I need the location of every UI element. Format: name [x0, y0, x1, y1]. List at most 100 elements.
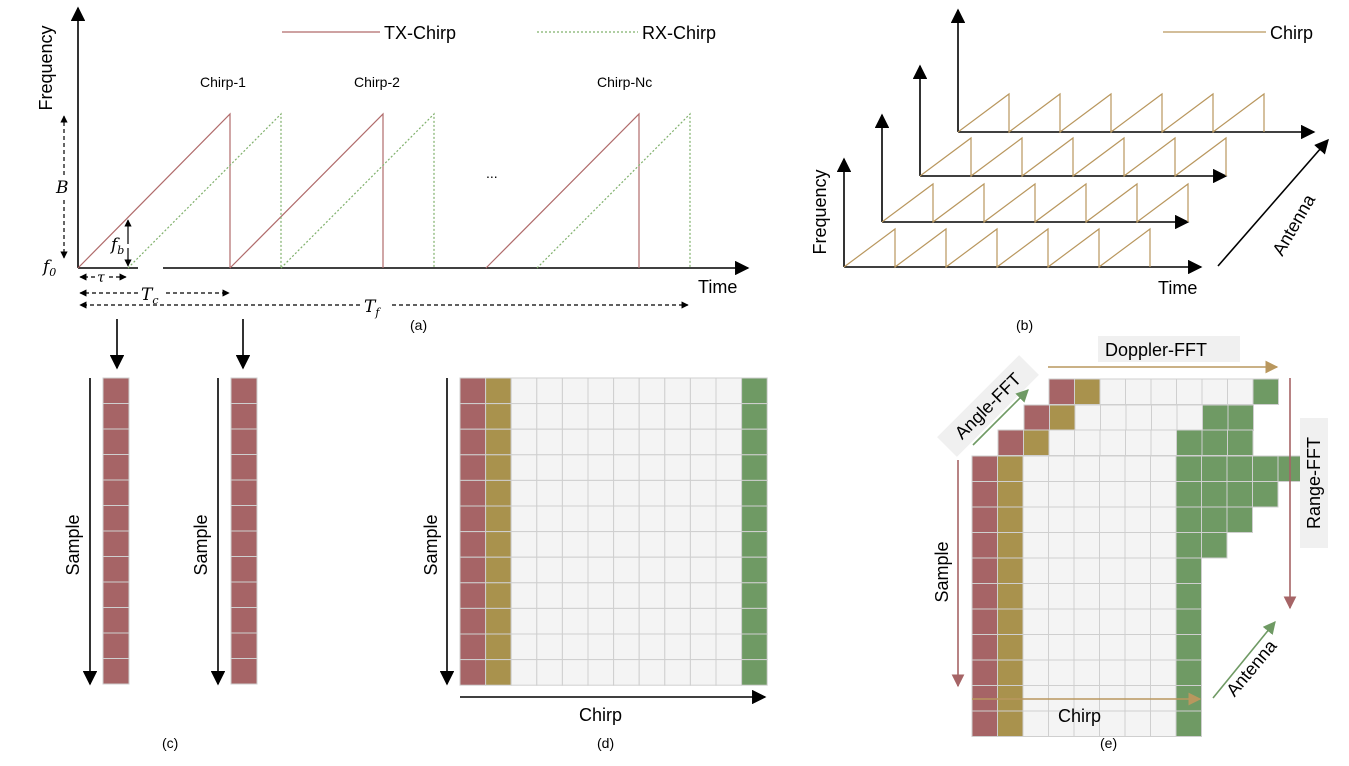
- d-matrix-cell: [664, 607, 691, 635]
- e-grid-cell: [1201, 532, 1228, 559]
- e-top-cell: [1049, 404, 1076, 431]
- d-matrix-cell: [485, 633, 512, 661]
- radar-cube: [971, 378, 1304, 737]
- d-matrix-cell: [587, 403, 615, 430]
- legend-tx-label: TX-Chirp: [384, 23, 456, 43]
- d-matrix-cell: [638, 531, 666, 558]
- d-matrix-cell: [715, 659, 743, 686]
- d-matrix-cell: [689, 428, 717, 456]
- c-column-2-cell: [230, 403, 258, 430]
- e-grid-cell: [1048, 532, 1075, 559]
- d-matrix-cell: [536, 633, 563, 661]
- e-grid-cell: [1022, 583, 1049, 610]
- d-matrix-cell: [510, 659, 538, 686]
- e-grid-cell: [1048, 557, 1075, 584]
- e-grid-cell: [1175, 608, 1202, 635]
- e-grid-cell: [1022, 532, 1049, 559]
- d-matrix-cell: [510, 582, 538, 609]
- doppler-label-bg: [1098, 336, 1240, 362]
- d-matrix-cell: [561, 607, 589, 635]
- e-grid-cell: [1048, 506, 1075, 533]
- d-matrix-cell: [715, 582, 743, 609]
- d-matrix-cell: [638, 659, 666, 686]
- caption-e: (e): [1100, 735, 1117, 751]
- d-matrix-cell: [664, 479, 691, 507]
- e-grid-cell: [997, 608, 1024, 635]
- caption-d: (d): [597, 735, 614, 751]
- sample-columns: [102, 377, 258, 685]
- e-grid-cell: [971, 634, 998, 661]
- d-matrix-cell: [664, 428, 691, 456]
- sym-tau: τ: [97, 270, 105, 286]
- c-column-1-cell: [102, 428, 130, 455]
- e-grid-cell: [1073, 583, 1100, 610]
- e-top-cell: [1151, 404, 1178, 431]
- e-grid-cell: [1175, 481, 1202, 508]
- d-matrix-cell: [741, 633, 768, 661]
- d-matrix-cell: [536, 428, 563, 456]
- d-matrix-cell: [613, 633, 640, 661]
- d-matrix-cell: [561, 403, 589, 430]
- c-column-2-cell: [230, 632, 258, 659]
- d-matrix-cell: [459, 531, 487, 558]
- c-column-1-cell: [102, 556, 130, 583]
- c-column-2-cell: [230, 505, 258, 532]
- e-chirp-label: Chirp: [1058, 706, 1101, 726]
- e-top-cell: [1125, 378, 1152, 405]
- d-matrix-cell: [741, 582, 768, 609]
- d-matrix-cell: [741, 377, 768, 405]
- e-grid-cell: [1099, 532, 1126, 559]
- e-top-cell: [1125, 404, 1152, 431]
- e-grid-cell: [1073, 608, 1100, 635]
- e-top-cell: [1201, 429, 1228, 456]
- sym-tf: Tf: [364, 297, 381, 319]
- e-grid-cell: [1022, 608, 1049, 635]
- e-grid-cell: [1048, 455, 1075, 482]
- d-matrix-cell: [613, 531, 640, 558]
- sample-chirp-matrix: [459, 377, 768, 686]
- d-matrix-cell: [510, 377, 538, 405]
- panel-e: Doppler-FFT Angle-FFT Range-FFT Sample C…: [932, 336, 1328, 751]
- d-matrix-cell: [459, 377, 487, 405]
- e-grid-cell: [1175, 583, 1202, 610]
- e-grid-cell: [1124, 634, 1151, 661]
- range-fft-label: Range-FFT: [1304, 437, 1324, 529]
- chirp-2-label: Chirp-2: [354, 74, 400, 90]
- d-matrix-cell: [459, 582, 487, 609]
- d-matrix-cell: [664, 454, 691, 481]
- angle-label-bg: [937, 355, 1039, 457]
- sym-f0: f0: [41, 257, 56, 279]
- e-top-cell: [1074, 429, 1101, 456]
- e-grid-cell: [1073, 659, 1100, 686]
- d-matrix-cell: [587, 531, 615, 558]
- e-grid-cell: [1124, 506, 1151, 533]
- d-matrix-cell: [741, 505, 768, 533]
- d-matrix-cell: [561, 454, 589, 481]
- d-matrix-cell: [613, 403, 640, 430]
- e-top-cell: [1201, 378, 1228, 405]
- d-matrix-cell: [510, 479, 538, 507]
- e-grid-cell: [997, 557, 1024, 584]
- angle-fft-arrow: [972, 389, 1029, 446]
- e-grid-cell: [971, 659, 998, 686]
- d-matrix-cell: [741, 556, 768, 584]
- d-matrix-cell: [741, 659, 768, 686]
- d-matrix-cell: [638, 454, 666, 481]
- e-top-cell: [1176, 378, 1203, 405]
- c-column-2-cell: [230, 658, 258, 685]
- b-plane-4-sawtooth: [957, 92, 1265, 134]
- d-matrix-cell: [664, 556, 691, 584]
- e-grid-cell: [1124, 455, 1151, 482]
- d-matrix-cell: [485, 479, 512, 507]
- d-matrix-cell: [638, 428, 666, 456]
- tx-chirp-nc: [485, 112, 640, 269]
- d-matrix-cell: [510, 607, 538, 635]
- e-grid-cell: [1150, 634, 1177, 661]
- e-grid-cell: [1022, 455, 1049, 482]
- d-matrix-cell: [613, 428, 640, 456]
- e-grid-cell: [1252, 481, 1279, 508]
- d-matrix-cell: [536, 659, 563, 686]
- d-matrix-cell: [510, 633, 538, 661]
- e-grid-cell: [1073, 557, 1100, 584]
- d-matrix-cell: [485, 505, 512, 533]
